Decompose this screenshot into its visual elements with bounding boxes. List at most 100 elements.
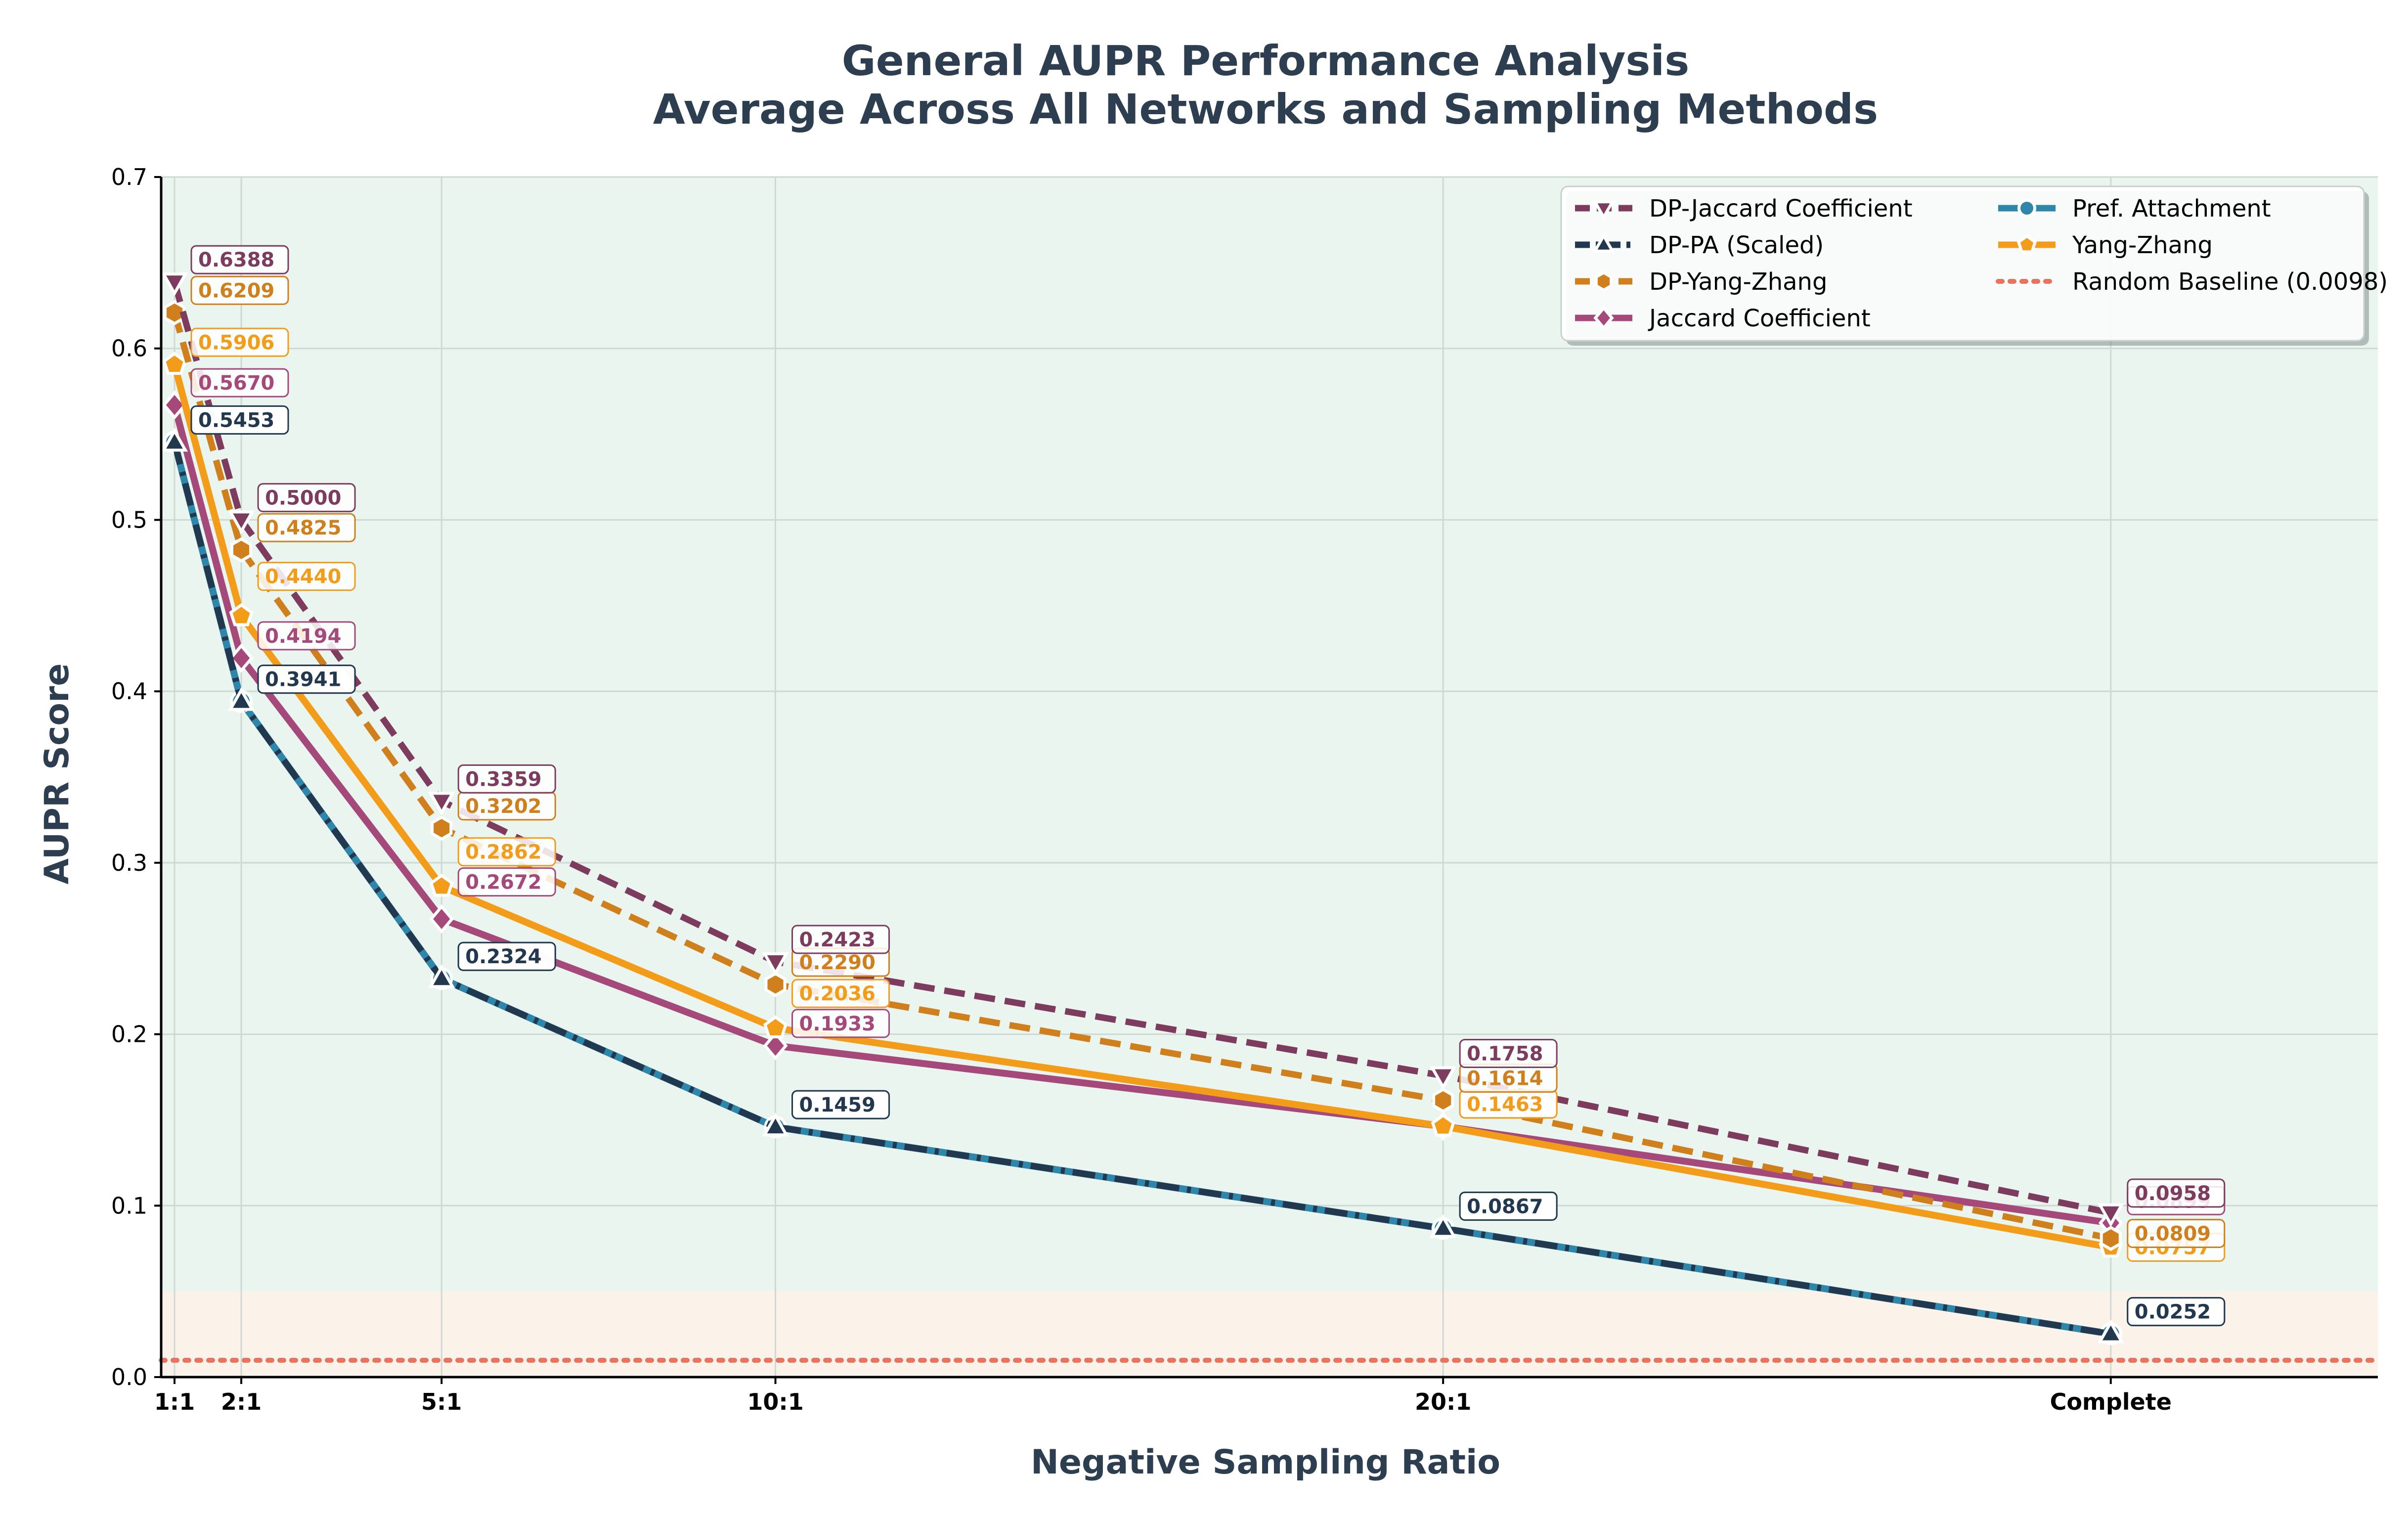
data-label-text: 0.4440	[265, 566, 341, 588]
data-label-box	[791, 1090, 890, 1119]
marker-diamond	[229, 643, 254, 673]
marker-hexagon	[2100, 1226, 2122, 1251]
data-label: 0.2324	[457, 941, 556, 971]
data-label: 0.2290	[791, 947, 890, 977]
y-axis-label: AUPR Score	[38, 663, 77, 884]
data-label-box	[257, 621, 356, 651]
data-label-text: 0.3359	[465, 768, 541, 791]
legend: DP-Jaccard Coefficient DP-PA (Scaled) DP-Y…	[1560, 185, 2388, 346]
x-tick-label: 1:1	[154, 1388, 195, 1415]
data-label: 0.6388	[190, 245, 289, 274]
data-label-box	[2127, 1178, 2226, 1208]
grid-lines	[161, 176, 2378, 1378]
chart-title-line-2: Average Across All Networks and Sampling…	[653, 85, 1878, 134]
data-label-box	[190, 245, 289, 274]
marker-circle	[2017, 199, 2036, 218]
marker-triangle-up	[2097, 1319, 2124, 1343]
marker-triangle-up	[227, 687, 255, 711]
data-label-text: 0.6388	[198, 249, 274, 271]
series-line	[171, 441, 2111, 1338]
data-label-box	[257, 665, 356, 694]
marker-triangle-up	[1430, 1214, 1457, 1238]
data-label-text: 0.1614	[1467, 1067, 1543, 1090]
data-label: 0.5670	[190, 368, 289, 398]
marker-hexagon	[1594, 270, 1613, 292]
data-label-box	[1459, 1038, 1558, 1068]
marker-triangle-up	[161, 428, 188, 452]
legend-label: Pref. Attachment	[2072, 195, 2271, 223]
data-label-box	[257, 513, 356, 542]
x-axis-label: Negative Sampling Ratio	[1031, 1443, 1500, 1482]
data-label-text: 0.6209	[198, 279, 274, 302]
y-tick-label: 0.4	[111, 678, 147, 705]
series-line	[171, 363, 2112, 1251]
data-label-text: 0.0867	[1467, 1195, 1543, 1218]
y-tick-label: 0.1	[111, 1192, 147, 1219]
marker-triangle-down	[1430, 1066, 1457, 1090]
data-label: 0.5906	[190, 327, 289, 357]
data-label-box	[457, 941, 556, 971]
data-label-box	[257, 483, 356, 512]
x-tick-label: 10:1	[747, 1388, 803, 1415]
data-label-text: 0.5670	[198, 372, 274, 395]
data-label: 0.4440	[257, 562, 356, 591]
tick-labels: 0.0 0.1 0.2 0.3 0.4 0.5 0.6 0.7 1:1 2:1 5:1 10:1 20:…	[111, 164, 2172, 1415]
data-label: 0.5000	[257, 483, 356, 512]
data-label: 0.1463	[1459, 1089, 1558, 1119]
data-label-box	[2127, 1297, 2226, 1327]
data-label: 0.2862	[457, 837, 556, 867]
y-tick-label: 0.7	[111, 164, 147, 190]
data-label-text: 0.0252	[2135, 1301, 2211, 1324]
data-label-text: 0.4194	[265, 625, 341, 648]
data-label-text: 0.4825	[265, 517, 341, 539]
marker-hexagon	[164, 300, 186, 325]
data-label-text: 0.2423	[799, 929, 876, 951]
data-label-box	[2127, 1219, 2226, 1249]
data-label-text: 0.5906	[198, 331, 274, 354]
data-label-box	[1459, 1191, 1558, 1221]
data-label-box	[190, 368, 289, 398]
x-tick-label: 20:1	[1415, 1388, 1471, 1415]
data-label-text: 0.0958	[2135, 1182, 2211, 1205]
marker-pentagon	[162, 352, 187, 375]
data-label: 0.3941	[257, 665, 356, 694]
data-label-box	[457, 764, 556, 794]
legend-item: Yang-Zhang	[1998, 231, 2213, 259]
legend-item: Random Baseline (0.0098)	[1996, 268, 2388, 296]
data-label: 0.1614	[1459, 1063, 1558, 1093]
y-tick-label: 0.6	[111, 335, 147, 362]
data-labels: 0.54530.39410.23240.14590.08670.02520.54…	[190, 245, 2226, 1327]
data-label-text: 0.5453	[198, 409, 274, 432]
marker-triangle-down	[428, 792, 455, 816]
data-label-box	[190, 275, 289, 305]
y-tick-label: 0.2	[111, 1021, 147, 1048]
marker-pentagon	[229, 603, 254, 626]
data-label-text: 0.3202	[465, 795, 541, 818]
data-label-text: 0.1463	[1467, 1093, 1543, 1116]
data-label: 0.0958	[2127, 1178, 2226, 1208]
series-line	[171, 404, 2111, 1227]
data-label-text: 0.2290	[799, 951, 876, 974]
series-dp-pa-scaled-	[161, 428, 2124, 1343]
data-label-box	[190, 327, 289, 357]
legend-item: Jaccard Coefficient	[1575, 305, 1871, 332]
data-label-text: 0.1459	[799, 1094, 876, 1117]
data-label: 0.2672	[457, 867, 556, 897]
data-label: 0.6209	[190, 275, 289, 305]
data-label: 0.1459	[791, 1090, 890, 1119]
data-label-box	[457, 867, 556, 897]
data-label-box	[257, 562, 356, 591]
data-label-text: 0.5000	[265, 487, 341, 509]
data-label: 0.4825	[257, 513, 356, 542]
data-label: 0.1758	[1459, 1038, 1558, 1068]
y-tick-label: 0.3	[111, 849, 147, 876]
data-label-text: 0.2672	[465, 871, 541, 894]
marker-triangle-down	[161, 272, 188, 297]
legend-item: Pref. Attachment	[1998, 195, 2271, 223]
data-label-box	[791, 1009, 890, 1038]
data-label-box	[791, 979, 890, 1008]
marker-diamond	[429, 904, 454, 934]
data-label: 0.5453	[190, 405, 289, 435]
